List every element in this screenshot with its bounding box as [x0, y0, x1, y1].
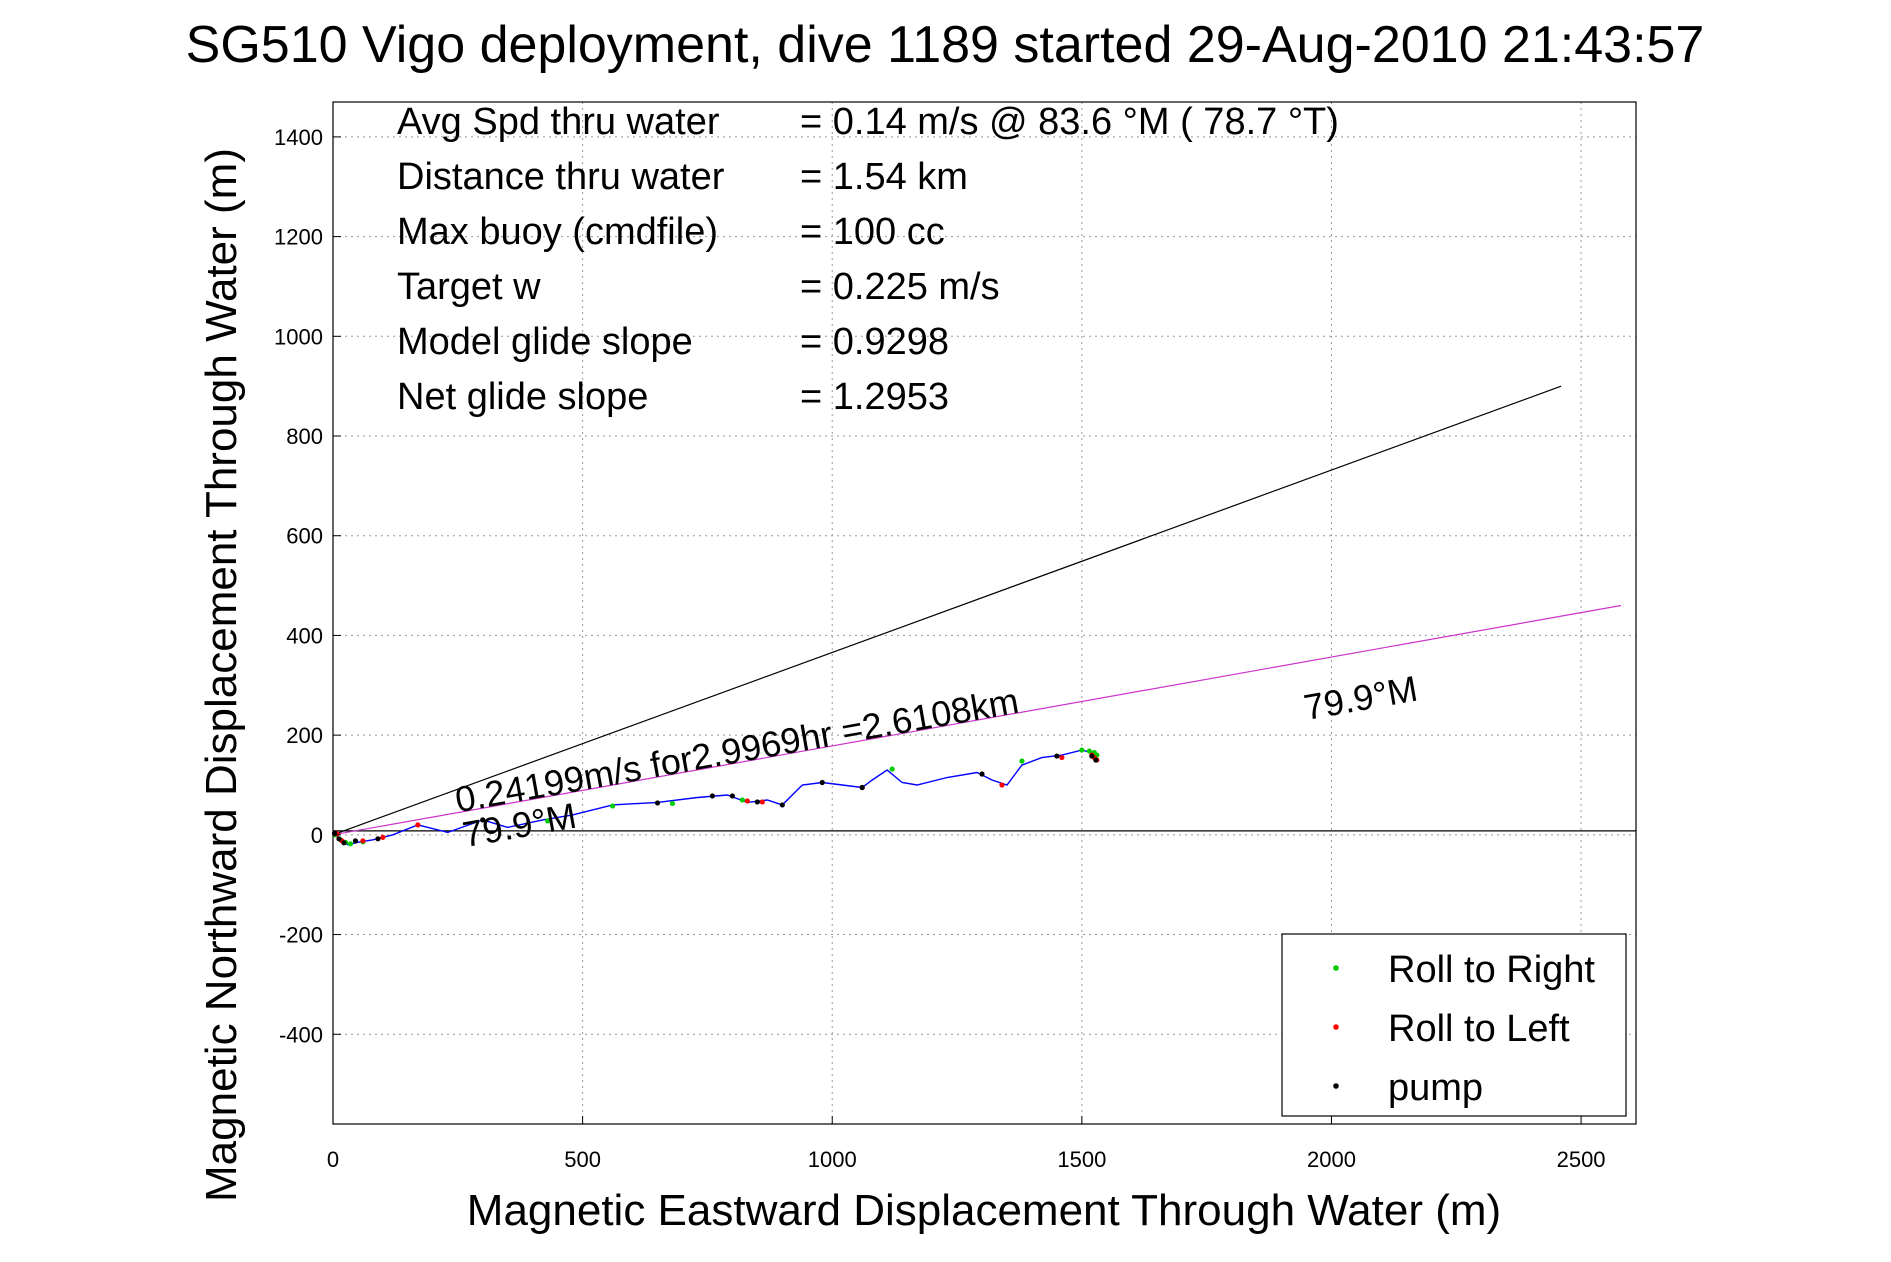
info-block: Avg Spd thru water = 0.14 m/s @ 83.6 °M (… [397, 101, 1339, 418]
x-axis-label: Magnetic Eastward Displacement Through W… [467, 1186, 1501, 1235]
y-tick-label: 600 [286, 524, 323, 549]
info-label: Avg Spd thru water [397, 101, 720, 143]
info-label: Distance thru water [397, 156, 725, 198]
track-line [332, 749, 1098, 846]
legend-marker [1333, 1083, 1339, 1089]
plot-frame [332, 101, 1637, 1125]
y-tick-label: 1200 [274, 225, 323, 250]
y-tick-label: 1400 [274, 125, 323, 150]
y-axis-label: Magnetic Northward Displacement Through … [197, 148, 246, 1202]
legend-label: Roll to Left [1388, 1008, 1570, 1050]
pump-marker [754, 799, 760, 805]
chart-title: SG510 Vigo deployment, dive 1189 started… [186, 16, 1705, 74]
roll-left-marker [415, 822, 421, 828]
x-tick-label: 2500 [1557, 1147, 1606, 1172]
y-tick-label: 800 [286, 424, 323, 449]
roll-right-marker [669, 800, 676, 807]
info-label: Model glide slope [397, 321, 693, 363]
pump-marker [1093, 757, 1099, 763]
info-value: = 1.2953 [800, 376, 949, 418]
reference-line-2 [332, 604, 1622, 836]
legend: Roll to Right Roll to Left pump [1281, 933, 1627, 1117]
pump-marker [336, 836, 342, 842]
pump-marker [859, 784, 865, 791]
legend-label: Roll to Right [1388, 949, 1595, 991]
pump-marker [375, 836, 381, 842]
legend-label: pump [1388, 1067, 1483, 1109]
info-label: Max buoy (cmdfile) [397, 211, 718, 253]
roll-left-marker [999, 782, 1005, 788]
reference-line-0 [332, 385, 1562, 836]
pump-marker [1054, 753, 1060, 759]
pump-marker [729, 793, 735, 799]
y-tick-label: 200 [286, 723, 323, 748]
y-tick-labels: -400 -200 0 200 400 600 800 1000 1200 1400 [274, 125, 341, 1047]
legend-marker [1333, 1024, 1339, 1030]
roll-left-marker [1059, 754, 1065, 761]
y-tick-label: -200 [279, 923, 323, 948]
pump-marker [341, 840, 347, 846]
pump-marker [979, 771, 985, 777]
roll-right-marker [889, 766, 895, 772]
x-tick-label: 1500 [1057, 1147, 1106, 1172]
pump-marker [352, 838, 359, 844]
roll-right-marker [739, 797, 745, 803]
legend-box [1281, 933, 1627, 1117]
info-value: = 0.225 m/s [800, 266, 1000, 308]
roll-left-marker [759, 799, 765, 805]
roll-right-marker [545, 818, 551, 824]
y-tick-label: -400 [279, 1022, 323, 1047]
roll-right-marker [347, 841, 354, 847]
info-value: = 0.9298 [800, 321, 949, 363]
y-tick-label: 0 [311, 823, 323, 848]
series-layer [332, 385, 1636, 846]
roll-left-marker [744, 798, 750, 804]
roll-right-marker [1086, 748, 1092, 754]
roll-right-marker [609, 803, 616, 809]
pump-marker [709, 793, 716, 799]
pump-marker [480, 817, 486, 823]
y-tick-label: 1000 [274, 324, 323, 349]
info-value: = 1.54 km [800, 156, 968, 198]
info-value: = 100 cc [800, 211, 945, 253]
x-tick-label: 0 [327, 1147, 339, 1172]
pump-marker [654, 800, 661, 806]
info-label: Target w [397, 266, 541, 308]
pump-marker [779, 802, 785, 808]
y-tick-label: 400 [286, 623, 323, 648]
pump-marker [819, 779, 825, 786]
pump-marker [1089, 753, 1095, 759]
x-tick-label: 500 [564, 1147, 601, 1172]
x-tick-label: 1000 [808, 1147, 857, 1172]
x-tick-label: 2000 [1307, 1147, 1356, 1172]
roll-left-marker [380, 834, 386, 840]
roll-right-marker [1019, 758, 1025, 764]
info-value: = 0.14 m/s @ 83.6 °M ( 78.7 °T) [800, 101, 1339, 143]
roll-right-marker [1079, 747, 1085, 753]
info-label: Net glide slope [397, 376, 648, 418]
x-tick-labels: 0 500 1000 1500 2000 2500 [327, 1116, 1606, 1172]
roll-left-marker [360, 838, 366, 844]
legend-marker [1333, 965, 1339, 971]
